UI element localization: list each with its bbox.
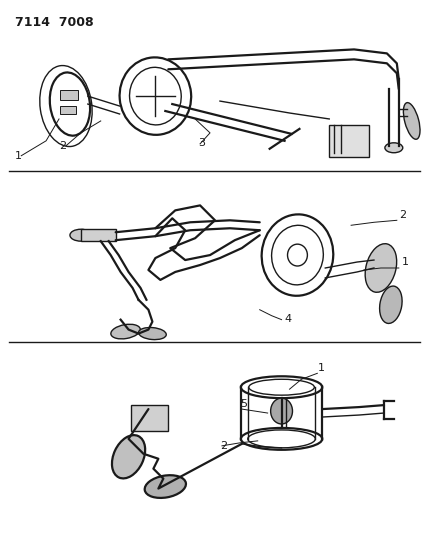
FancyBboxPatch shape — [60, 106, 76, 114]
Ellipse shape — [111, 324, 140, 339]
Ellipse shape — [385, 143, 403, 153]
Text: 1: 1 — [15, 151, 22, 161]
Ellipse shape — [145, 475, 186, 498]
Text: 7114  7008: 7114 7008 — [15, 15, 94, 29]
Ellipse shape — [380, 286, 402, 324]
FancyBboxPatch shape — [81, 229, 116, 241]
Text: 5: 5 — [240, 399, 247, 409]
Text: 4: 4 — [284, 313, 292, 324]
Text: 1: 1 — [402, 257, 409, 267]
Text: 2: 2 — [59, 141, 66, 151]
Ellipse shape — [403, 103, 420, 139]
Ellipse shape — [70, 229, 92, 241]
FancyBboxPatch shape — [329, 125, 369, 157]
Text: 3: 3 — [198, 138, 205, 148]
Text: 1: 1 — [317, 364, 324, 373]
Ellipse shape — [365, 244, 397, 292]
Ellipse shape — [271, 398, 293, 424]
FancyBboxPatch shape — [130, 405, 168, 431]
Text: 2: 2 — [399, 211, 406, 220]
Ellipse shape — [112, 435, 145, 479]
FancyBboxPatch shape — [60, 90, 78, 100]
Ellipse shape — [139, 327, 166, 340]
Text: 2: 2 — [220, 441, 227, 451]
